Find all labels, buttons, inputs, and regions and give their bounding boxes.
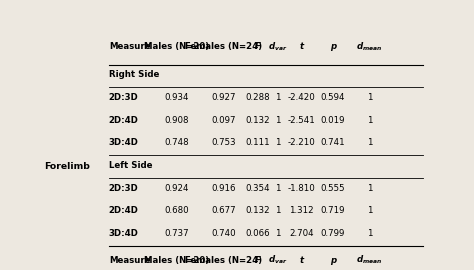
Text: Males (N=20): Males (N=20): [144, 256, 210, 265]
Text: 1: 1: [367, 138, 373, 147]
Text: 0.740: 0.740: [211, 229, 236, 238]
Text: 1: 1: [367, 184, 373, 193]
Text: 0.680: 0.680: [164, 206, 189, 215]
Text: F: F: [255, 256, 261, 265]
Text: 2D:4D: 2D:4D: [109, 116, 139, 125]
Text: -2.420: -2.420: [288, 93, 316, 102]
Text: 0.132: 0.132: [246, 116, 270, 125]
Text: d$_{\mathregular{mean}}$: d$_{\mathregular{mean}}$: [356, 40, 383, 53]
Text: t: t: [300, 256, 304, 265]
Text: d$_{\mathregular{mean}}$: d$_{\mathregular{mean}}$: [356, 254, 383, 266]
Text: 2D:3D: 2D:3D: [109, 93, 138, 102]
Text: 0.132: 0.132: [246, 206, 270, 215]
Text: 0.354: 0.354: [246, 184, 270, 193]
Text: 1: 1: [275, 229, 281, 238]
Text: t: t: [300, 42, 304, 51]
Text: 0.799: 0.799: [321, 229, 345, 238]
Text: 0.066: 0.066: [246, 229, 270, 238]
Text: 0.927: 0.927: [211, 93, 236, 102]
Text: Forelimb: Forelimb: [44, 162, 90, 171]
Text: Females (N=24): Females (N=24): [185, 42, 262, 51]
Text: 0.288: 0.288: [246, 93, 270, 102]
Text: p: p: [330, 42, 336, 51]
Text: Measure: Measure: [109, 42, 150, 51]
Text: Males (N=20): Males (N=20): [144, 42, 210, 51]
Text: 1: 1: [367, 116, 373, 125]
Text: 0.097: 0.097: [211, 116, 236, 125]
Text: 1: 1: [275, 93, 281, 102]
Text: 1: 1: [367, 229, 373, 238]
Text: -2.541: -2.541: [288, 116, 316, 125]
Text: 1.312: 1.312: [290, 206, 314, 215]
Text: 3D:4D: 3D:4D: [109, 138, 139, 147]
Text: 2D:3D: 2D:3D: [109, 184, 138, 193]
Text: 0.737: 0.737: [164, 229, 189, 238]
Text: p: p: [330, 256, 336, 265]
Text: 0.677: 0.677: [211, 206, 236, 215]
Text: Measure: Measure: [109, 256, 150, 265]
Text: 2D:4D: 2D:4D: [109, 206, 139, 215]
Text: 0.555: 0.555: [320, 184, 345, 193]
Text: 2.704: 2.704: [290, 229, 314, 238]
Text: 1: 1: [275, 116, 281, 125]
Text: d$_{\mathregular{var}}$: d$_{\mathregular{var}}$: [268, 40, 288, 53]
Text: 0.741: 0.741: [320, 138, 345, 147]
Text: 1: 1: [367, 93, 373, 102]
Text: F: F: [255, 42, 261, 51]
Text: 0.719: 0.719: [321, 206, 345, 215]
Text: 0.916: 0.916: [211, 184, 236, 193]
Text: -1.810: -1.810: [288, 184, 316, 193]
Text: 3D:4D: 3D:4D: [109, 229, 139, 238]
Text: 1: 1: [367, 206, 373, 215]
Text: 0.594: 0.594: [321, 93, 345, 102]
Text: 1: 1: [275, 184, 281, 193]
Text: 0.924: 0.924: [164, 184, 189, 193]
Text: 0.934: 0.934: [164, 93, 189, 102]
Text: 0.019: 0.019: [321, 116, 345, 125]
Text: -2.210: -2.210: [288, 138, 316, 147]
Text: 1: 1: [275, 206, 281, 215]
Text: 0.753: 0.753: [211, 138, 236, 147]
Text: d$_{\mathregular{var}}$: d$_{\mathregular{var}}$: [268, 254, 288, 266]
Text: 0.908: 0.908: [164, 116, 189, 125]
Text: Females (N=24): Females (N=24): [185, 256, 262, 265]
Text: 0.111: 0.111: [246, 138, 270, 147]
Text: Left Side: Left Side: [109, 161, 152, 170]
Text: 0.748: 0.748: [164, 138, 189, 147]
Text: 1: 1: [275, 138, 281, 147]
Text: Right Side: Right Side: [109, 70, 159, 79]
